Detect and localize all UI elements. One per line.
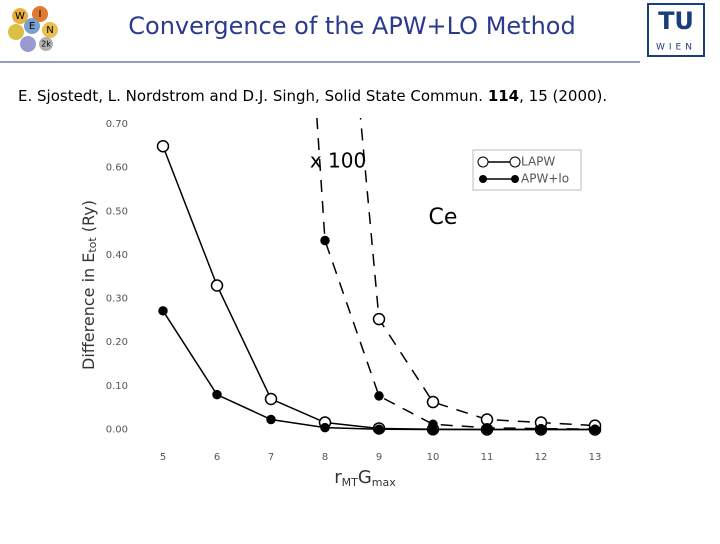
slide-title: Convergence of the APW+LO Method	[128, 12, 575, 40]
marker	[426, 395, 440, 409]
legend-box	[472, 149, 582, 191]
annotation: Ce	[429, 205, 458, 230]
legend-marker	[479, 175, 487, 183]
x-tick-label: 13	[589, 452, 602, 463]
x-tick-label: 7	[268, 452, 274, 463]
annotation: x 100	[310, 149, 366, 173]
x-tick-label: 9	[376, 452, 382, 463]
x-label-part: r	[334, 467, 342, 488]
marker	[156, 140, 170, 153]
legend-marker	[477, 156, 489, 168]
x-tick-label: 11	[481, 452, 494, 463]
logo-letter: W	[15, 11, 25, 22]
legend-marker	[509, 156, 521, 168]
y-axis-label: Difference in Etot (Ry)	[79, 200, 100, 370]
reference-volume: 114	[488, 87, 519, 105]
logo-text: WIEN	[656, 43, 696, 53]
y-tick-label: 0.10	[106, 381, 128, 392]
marker	[590, 424, 600, 434]
marker	[372, 312, 386, 326]
reference-text: E. Sjostedt, L. Nordstrom and D.J. Singh…	[18, 87, 488, 105]
y-tick-label: 0.60	[106, 163, 128, 174]
marker	[158, 306, 168, 316]
legend-label: LAPW	[521, 155, 555, 169]
marker	[482, 423, 492, 433]
marker	[374, 391, 384, 401]
marker	[264, 392, 278, 406]
y-tick-label: 0.50	[106, 206, 128, 217]
x-label-sub: MT	[342, 476, 358, 489]
x-tick-label: 8	[322, 452, 328, 463]
marker	[428, 419, 438, 430]
y-tick-label: 0.30	[106, 294, 128, 305]
x-tick-label: 12	[535, 452, 548, 463]
legend-marker	[511, 175, 519, 183]
y-label-part: Difference in E	[79, 253, 98, 370]
x-tick-label: 6	[214, 452, 220, 463]
x-label-sub: max	[372, 476, 396, 489]
marker	[266, 414, 276, 425]
logo-right: TU WIEN	[647, 3, 705, 57]
reference: E. Sjostedt, L. Nordstrom and D.J. Singh…	[18, 87, 607, 105]
y-label-sub: tot	[86, 237, 99, 253]
marker	[210, 279, 224, 292]
logo-letter: E	[29, 21, 35, 32]
x-axis-label: rMTGmax	[334, 467, 396, 489]
y-tick-label: 0.40	[106, 250, 128, 261]
reference-text: , 15 (2000).	[519, 87, 607, 105]
logo-letter: 2k	[41, 40, 51, 49]
y-tick-label: 0.70	[106, 119, 128, 130]
x-tick-label: 5	[160, 452, 166, 463]
logo-letter: I	[39, 9, 42, 20]
plot-area	[156, 118, 602, 436]
y-tick-label: 0.00	[106, 425, 128, 436]
series-line	[359, 118, 596, 427]
logo-left: W I E N 2k	[8, 6, 58, 52]
x-tick-label: 10	[427, 452, 440, 463]
marker	[320, 422, 330, 433]
marker	[320, 235, 330, 246]
marker	[212, 389, 222, 400]
y-tick-label: 0.20	[106, 337, 128, 348]
marker	[536, 423, 546, 434]
logo-text: TU	[658, 7, 694, 35]
marker	[374, 424, 384, 434]
logo-letter: N	[46, 25, 53, 36]
y-label-part: (Ry)	[79, 200, 98, 237]
x-label-part: G	[358, 467, 372, 488]
legend-label: APW+lo	[521, 172, 569, 186]
